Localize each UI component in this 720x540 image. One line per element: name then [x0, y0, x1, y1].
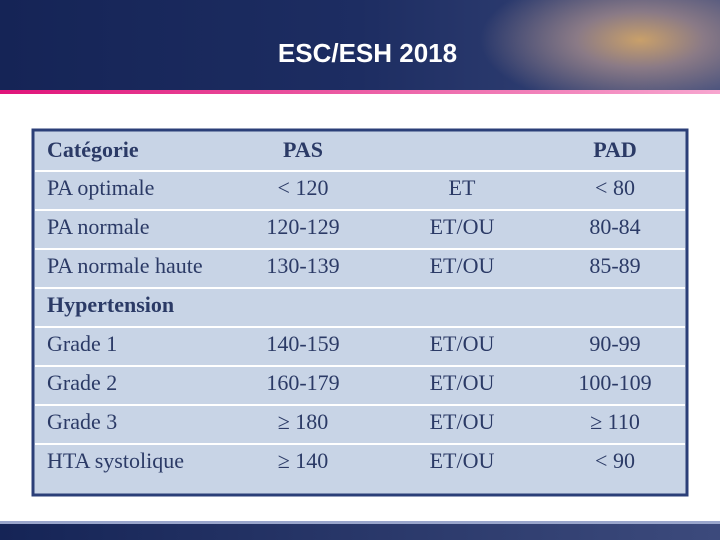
- table-cell: PA normale haute: [47, 253, 203, 278]
- table-cell: Grade 2: [47, 370, 117, 395]
- table-cell: 160-179: [266, 370, 339, 395]
- table-cell: ET/OU: [430, 331, 495, 356]
- table-cell: HTA systolique: [47, 448, 184, 473]
- slide-title: ESC/ESH 2018: [277, 38, 458, 68]
- table-cell: Grade 3: [47, 409, 117, 434]
- footer-line: [0, 521, 720, 524]
- table-cell: < 80: [595, 175, 635, 200]
- accent-line: [0, 90, 720, 94]
- table-cell: 120-129: [266, 214, 339, 239]
- table-cell: 80-84: [589, 214, 640, 239]
- table-cell: PA normale: [47, 214, 149, 239]
- table-cell: Grade 1: [47, 331, 117, 356]
- table-cell: ≥ 180: [278, 409, 329, 434]
- table-cell: ET: [449, 175, 476, 200]
- column-header: PAS: [283, 137, 323, 162]
- table-cell: ≥ 140: [278, 448, 329, 473]
- table-cell: ET/OU: [430, 214, 495, 239]
- section-title: Hypertension: [47, 292, 174, 317]
- table-cell: < 90: [595, 448, 635, 473]
- table-cell: 85-89: [589, 253, 640, 278]
- table-cell: ET/OU: [430, 409, 495, 434]
- table-cell: 130-139: [266, 253, 339, 278]
- table-cell: ET/OU: [430, 253, 495, 278]
- table-cell: ET/OU: [430, 448, 495, 473]
- table-cell: ≥ 110: [590, 409, 640, 434]
- column-header: PAD: [593, 137, 637, 162]
- table-cell: 90-99: [589, 331, 640, 356]
- column-header: Catégorie: [47, 137, 139, 162]
- table-cell: PA optimale: [47, 175, 154, 200]
- header-band: ESC/ESH 2018: [0, 0, 720, 90]
- table-cell: 100-109: [578, 370, 651, 395]
- table-cell: 140-159: [266, 331, 339, 356]
- table-cell: < 120: [278, 175, 329, 200]
- table-frame: [31, 128, 689, 497]
- footer-band: [0, 524, 720, 540]
- table-cell: ET/OU: [430, 370, 495, 395]
